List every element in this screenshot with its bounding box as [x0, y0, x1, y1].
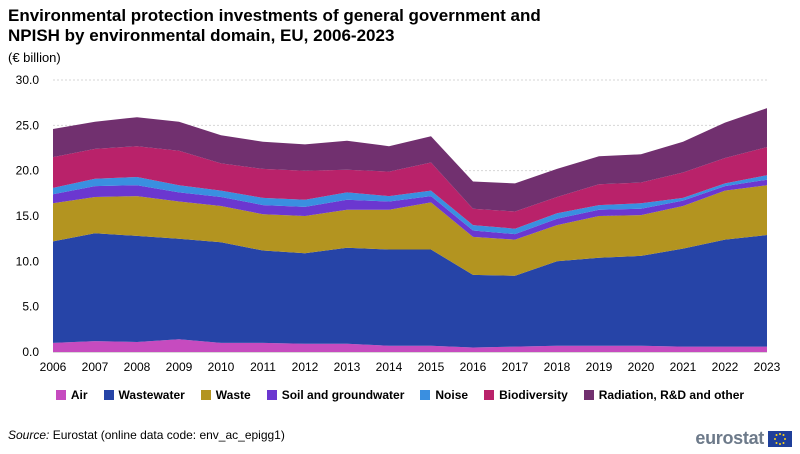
x-tick-label: 2022 — [712, 360, 739, 374]
area-series-soil-and-groundwater — [53, 179, 767, 240]
y-tick-label: 5.0 — [22, 300, 39, 314]
legend-label: Radiation, R&D and other — [598, 388, 745, 402]
y-tick-label: 20.0 — [16, 164, 40, 178]
area-series-radiation-r-d-and-other — [53, 108, 767, 212]
legend-swatch — [103, 390, 114, 400]
logo-text: eurostat — [695, 428, 764, 448]
area-series-wastewater — [53, 233, 767, 348]
x-tick-label: 2009 — [166, 360, 193, 374]
legend-label: Noise — [435, 388, 469, 402]
x-tick-label: 2011 — [250, 360, 276, 374]
x-tick-label: 2008 — [124, 360, 151, 374]
legend-label: Biodiversity — [499, 388, 568, 402]
legend-swatch — [55, 390, 66, 400]
chart-title: Environmental protection investments of … — [8, 6, 768, 46]
legend-item-soil-and-groundwater: Soil and groundwater — [266, 388, 405, 402]
x-tick-label: 2023 — [754, 360, 781, 374]
legend-swatch — [583, 390, 594, 400]
x-tick-label: 2014 — [376, 360, 403, 374]
x-tick-label: 2021 — [670, 360, 697, 374]
y-tick-label: 25.0 — [16, 118, 40, 132]
x-tick-label: 2020 — [628, 360, 655, 374]
x-tick-label: 2013 — [334, 360, 361, 374]
y-tick-label: 15.0 — [16, 209, 40, 223]
y-tick-label: 10.0 — [16, 254, 40, 268]
x-tick-label: 2016 — [460, 360, 487, 374]
legend-item-biodiversity: Biodiversity — [484, 388, 568, 402]
chart-legend: Air Wastewater Waste Soil and groundwater No… — [0, 388, 800, 402]
x-tick-label: 2012 — [292, 360, 319, 374]
source-note: Source: Eurostat (online data code: env_… — [8, 428, 285, 442]
stacked-area-chart: 0.0 5.0 10.0 15.0 20.0 25.0 30.0 2006 2007 2008 20… — [16, 73, 781, 374]
x-tick-label: 2017 — [502, 360, 529, 374]
legend-label: Wastewater — [118, 388, 185, 402]
x-tick-label: 2015 — [418, 360, 445, 374]
x-tick-label: 2018 — [544, 360, 571, 374]
legend-item-noise: Noise — [420, 388, 468, 402]
eu-flag-icon — [768, 430, 792, 447]
area-series-air — [53, 339, 767, 352]
legend-swatch — [200, 390, 211, 400]
legend-label: Soil and groundwater — [281, 388, 405, 402]
legend-label: Waste — [215, 388, 251, 402]
chart-title-line-2: NPISH by environmental domain, EU, 2006-… — [8, 26, 395, 45]
legend-item-radiation-r-d-and-other: Radiation, R&D and other — [583, 388, 745, 402]
area-series-waste — [53, 185, 767, 276]
y-tick-label: 30.0 — [16, 73, 40, 87]
legend-swatch — [420, 390, 431, 400]
legend-item-air: Air — [55, 388, 88, 402]
unit-label: (€ billion) — [8, 50, 61, 65]
legend-label: Air — [70, 388, 88, 402]
legend-item-waste: Waste — [200, 388, 251, 402]
y-tick-label: 0.0 — [22, 345, 39, 359]
area-series-noise — [53, 175, 767, 235]
source-text: Eurostat (online data code: env_ac_epigg… — [49, 428, 285, 442]
x-tick-label: 2007 — [82, 360, 109, 374]
legend-swatch — [484, 390, 495, 400]
legend-swatch — [266, 390, 277, 400]
source-label: Source: — [8, 428, 50, 442]
x-tick-label: 2010 — [208, 360, 235, 374]
eurostat-logo: eurostat — [695, 428, 792, 449]
area-series-biodiversity — [53, 146, 767, 229]
x-tick-label: 2006 — [40, 360, 67, 374]
chart-title-line-1: Environmental protection investments of … — [8, 6, 541, 25]
x-tick-label: 2019 — [586, 360, 613, 374]
legend-item-wastewater: Wastewater — [103, 388, 185, 402]
